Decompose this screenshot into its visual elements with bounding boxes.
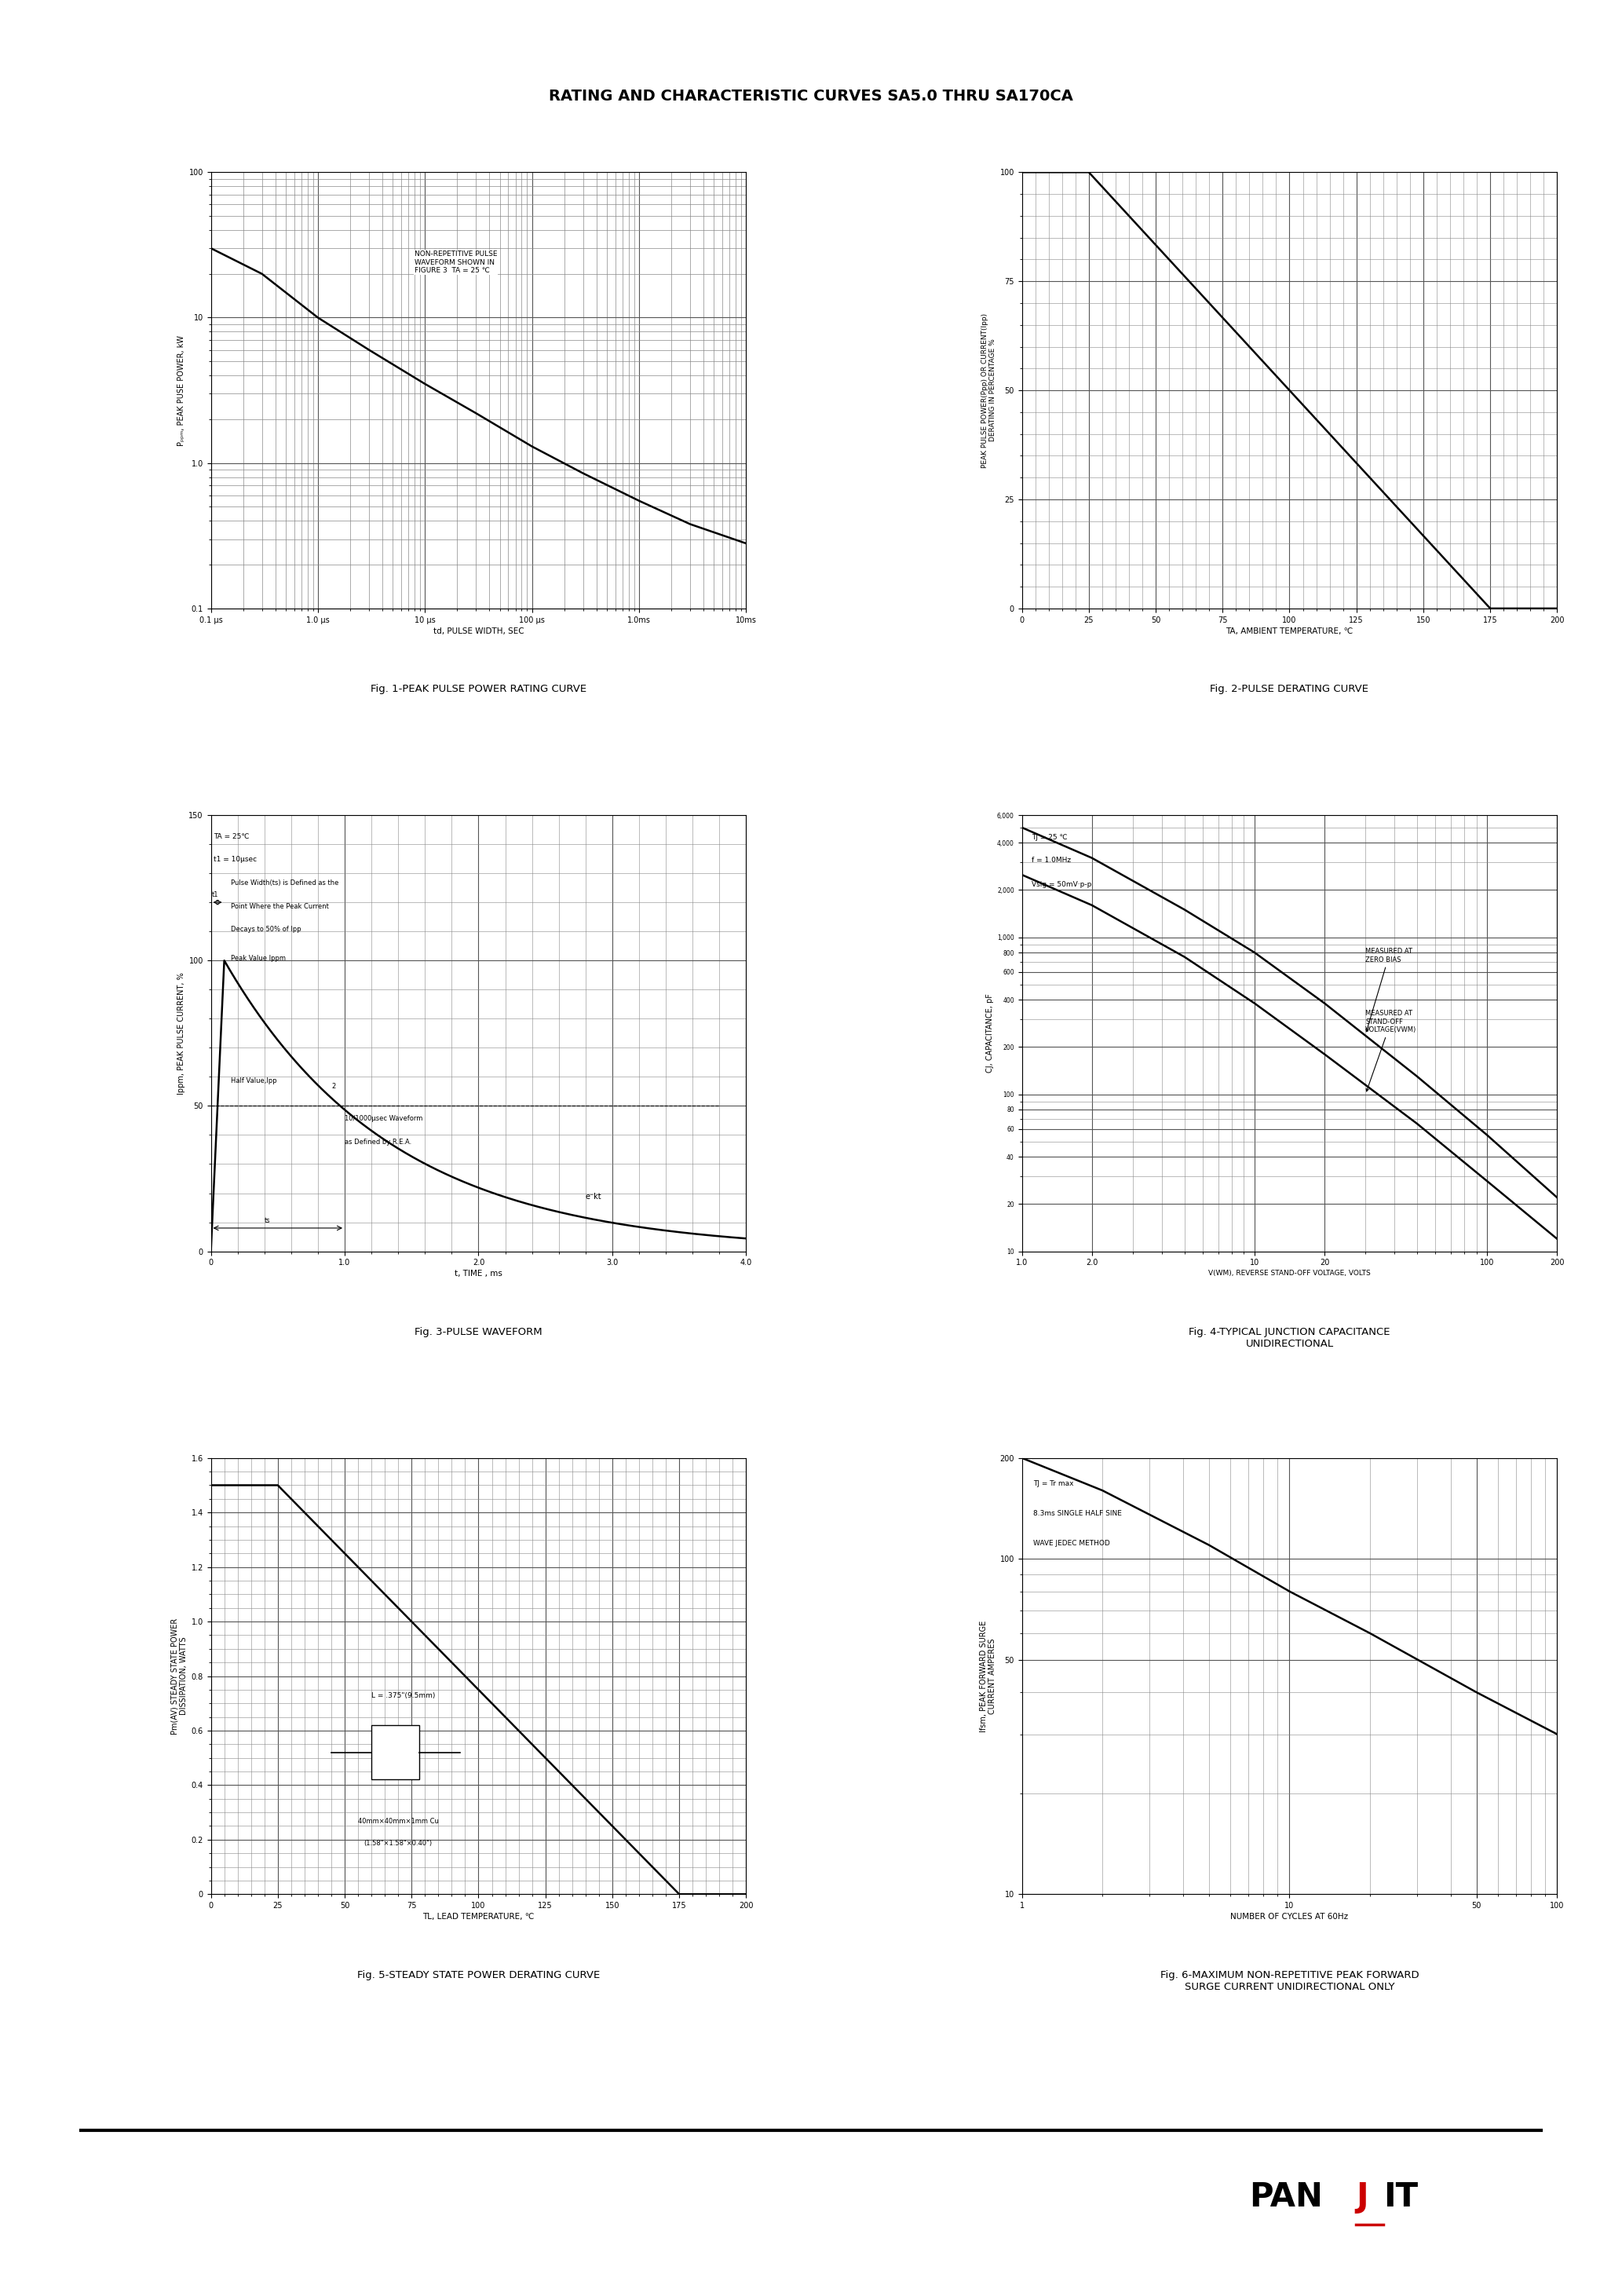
Text: (1.58"×1.58"×0.40"): (1.58"×1.58"×0.40") bbox=[363, 1839, 431, 1846]
Text: as Defined by R.E.A.: as Defined by R.E.A. bbox=[344, 1139, 412, 1146]
Y-axis label: Pm(AV) STEADY STATE POWER
DISSIPATION, WATTS: Pm(AV) STEADY STATE POWER DISSIPATION, W… bbox=[170, 1619, 188, 1733]
Y-axis label: Ifsm, PEAK FORWARD SURGE
CURRENT AMPERES: Ifsm, PEAK FORWARD SURGE CURRENT AMPERES bbox=[980, 1621, 996, 1731]
Text: e⁻kt: e⁻kt bbox=[586, 1192, 602, 1201]
X-axis label: td, PULSE WIDTH, SEC: td, PULSE WIDTH, SEC bbox=[433, 627, 524, 636]
Y-axis label: Ippm, PEAK PULSE CURRENT, %: Ippm, PEAK PULSE CURRENT, % bbox=[177, 971, 185, 1095]
Text: IT: IT bbox=[1384, 2181, 1418, 2213]
Text: TJ = Tr max: TJ = Tr max bbox=[1033, 1481, 1074, 1488]
Text: J: J bbox=[1356, 2181, 1369, 2213]
Text: PAN: PAN bbox=[1249, 2181, 1322, 2213]
Text: f = 1.0MHz: f = 1.0MHz bbox=[1032, 856, 1071, 863]
Text: Fig. 1-PEAK PULSE POWER RATING CURVE: Fig. 1-PEAK PULSE POWER RATING CURVE bbox=[370, 684, 587, 693]
Text: 40mm×40mm×1mm Cu: 40mm×40mm×1mm Cu bbox=[358, 1818, 440, 1825]
Text: WAVE JEDEC METHOD: WAVE JEDEC METHOD bbox=[1033, 1541, 1109, 1548]
Text: Half Value,Ipp: Half Value,Ipp bbox=[230, 1077, 277, 1084]
Text: Decays to 50% of Ipp: Decays to 50% of Ipp bbox=[230, 925, 302, 932]
Y-axis label: Pₚₚₘ, PEAK PUSE POWER, kW: Pₚₚₘ, PEAK PUSE POWER, kW bbox=[178, 335, 185, 445]
Text: Vsig = 50mV·p-p: Vsig = 50mV·p-p bbox=[1032, 882, 1092, 889]
X-axis label: V(WM), REVERSE STAND-OFF VOLTAGE, VOLTS: V(WM), REVERSE STAND-OFF VOLTAGE, VOLTS bbox=[1208, 1270, 1371, 1277]
Text: ts: ts bbox=[264, 1217, 271, 1224]
Text: TA = 25℃: TA = 25℃ bbox=[214, 833, 250, 840]
Text: 10/1000μsec Waveform: 10/1000μsec Waveform bbox=[344, 1116, 423, 1123]
Text: L = .375"(9.5mm): L = .375"(9.5mm) bbox=[371, 1692, 435, 1699]
Text: Pulse Width(ts) is Defined as the: Pulse Width(ts) is Defined as the bbox=[230, 879, 339, 886]
Text: Fig. 3-PULSE WAVEFORM: Fig. 3-PULSE WAVEFORM bbox=[415, 1327, 542, 1336]
Bar bbox=[371, 1724, 420, 1779]
Text: MEASURED AT
ZERO BIAS: MEASURED AT ZERO BIAS bbox=[1366, 948, 1413, 1031]
Text: Fig. 4-TYPICAL JUNCTION CAPACITANCE
UNIDIRECTIONAL: Fig. 4-TYPICAL JUNCTION CAPACITANCE UNID… bbox=[1189, 1327, 1390, 1350]
Y-axis label: PEAK PULSE POWER(Ppp) OR CURRENT(Ipp)
DERATING IN PERCENTAGE %: PEAK PULSE POWER(Ppp) OR CURRENT(Ipp) DE… bbox=[981, 312, 996, 468]
Text: Fig. 6-MAXIMUM NON-REPETITIVE PEAK FORWARD
SURGE CURRENT UNIDIRECTIONAL ONLY: Fig. 6-MAXIMUM NON-REPETITIVE PEAK FORWA… bbox=[1160, 1970, 1419, 1993]
Text: t1: t1 bbox=[212, 891, 219, 898]
Text: Fig. 5-STEADY STATE POWER DERATING CURVE: Fig. 5-STEADY STATE POWER DERATING CURVE bbox=[357, 1970, 600, 1979]
X-axis label: NUMBER OF CYCLES AT 60Hz: NUMBER OF CYCLES AT 60Hz bbox=[1231, 1913, 1348, 1922]
X-axis label: t, TIME , ms: t, TIME , ms bbox=[454, 1270, 503, 1279]
Text: Point Where the Peak Current: Point Where the Peak Current bbox=[230, 902, 329, 909]
Text: MEASURED AT
STAND-OFF
VOLTAGE(VWM): MEASURED AT STAND-OFF VOLTAGE(VWM) bbox=[1366, 1010, 1416, 1091]
Text: RATING AND CHARACTERISTIC CURVES SA5.0 THRU SA170CA: RATING AND CHARACTERISTIC CURVES SA5.0 T… bbox=[548, 90, 1074, 103]
Text: NON-REPETITIVE PULSE
WAVEFORM SHOWN IN
FIGURE 3  TA = 25 ℃: NON-REPETITIVE PULSE WAVEFORM SHOWN IN F… bbox=[414, 250, 496, 273]
Text: 8.3ms SINGLE HALF SINE: 8.3ms SINGLE HALF SINE bbox=[1033, 1511, 1121, 1518]
Text: Peak Value Ippm: Peak Value Ippm bbox=[230, 955, 285, 962]
X-axis label: TL, LEAD TEMPERATURE, ℃: TL, LEAD TEMPERATURE, ℃ bbox=[423, 1913, 534, 1922]
Text: TJ = 25 ℃: TJ = 25 ℃ bbox=[1032, 833, 1067, 840]
Text: t1 = 10μsec: t1 = 10μsec bbox=[214, 856, 256, 863]
Y-axis label: CJ, CAPACITANCE, pF: CJ, CAPACITANCE, pF bbox=[986, 994, 994, 1072]
X-axis label: TA, AMBIENT TEMPERATURE, ℃: TA, AMBIENT TEMPERATURE, ℃ bbox=[1226, 627, 1353, 636]
Text: Fig. 2-PULSE DERATING CURVE: Fig. 2-PULSE DERATING CURVE bbox=[1210, 684, 1369, 693]
Text: 2: 2 bbox=[331, 1084, 336, 1091]
